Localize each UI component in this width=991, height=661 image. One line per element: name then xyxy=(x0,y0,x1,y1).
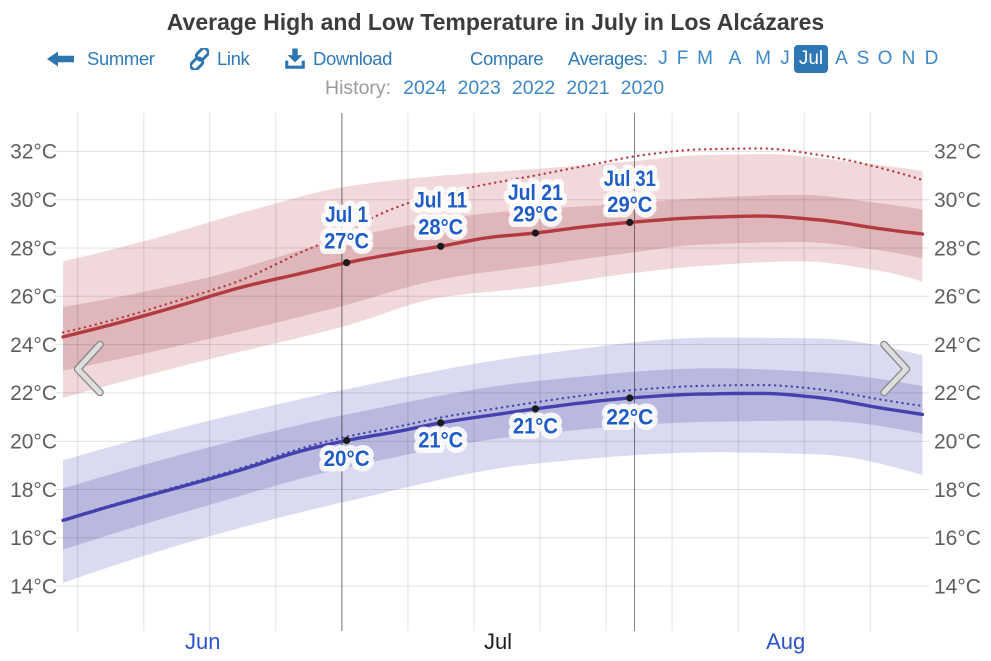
svg-text:Aug: Aug xyxy=(766,629,805,654)
svg-text:29°C: 29°C xyxy=(513,202,558,227)
svg-text:29°C: 29°C xyxy=(607,192,652,217)
svg-text:30°C: 30°C xyxy=(934,189,981,212)
svg-text:27°C: 27°C xyxy=(324,229,369,254)
svg-text:Jul 1: Jul 1 xyxy=(325,202,368,227)
svg-text:21°C: 21°C xyxy=(513,414,558,439)
svg-text:Jul 11: Jul 11 xyxy=(414,188,467,213)
svg-text:18°C: 18°C xyxy=(934,479,981,502)
svg-text:22°C: 22°C xyxy=(10,382,57,405)
svg-text:Jun: Jun xyxy=(185,629,220,654)
svg-text:32°C: 32°C xyxy=(934,141,981,164)
svg-text:32°C: 32°C xyxy=(10,141,57,164)
svg-text:26°C: 26°C xyxy=(934,286,981,309)
svg-text:Jul 21: Jul 21 xyxy=(508,180,563,205)
svg-text:22°C: 22°C xyxy=(606,405,653,430)
svg-text:Jul 31: Jul 31 xyxy=(604,166,656,191)
svg-text:22°C: 22°C xyxy=(606,405,653,430)
svg-text:Jul 21: Jul 21 xyxy=(508,180,563,205)
svg-text:28°C: 28°C xyxy=(10,237,57,260)
svg-text:Jul 1: Jul 1 xyxy=(325,202,368,227)
svg-text:18°C: 18°C xyxy=(10,479,57,502)
svg-text:27°C: 27°C xyxy=(324,229,369,254)
svg-text:28°C: 28°C xyxy=(418,215,463,240)
svg-text:20°C: 20°C xyxy=(324,446,370,471)
svg-text:21°C: 21°C xyxy=(513,414,558,439)
svg-text:21°C: 21°C xyxy=(418,428,463,453)
svg-text:20°C: 20°C xyxy=(10,431,57,454)
svg-text:16°C: 16°C xyxy=(934,527,981,550)
svg-text:14°C: 14°C xyxy=(934,575,981,598)
svg-text:24°C: 24°C xyxy=(934,334,981,357)
svg-text:29°C: 29°C xyxy=(513,202,558,227)
svg-text:29°C: 29°C xyxy=(607,192,652,217)
svg-text:28°C: 28°C xyxy=(418,215,463,240)
svg-text:20°C: 20°C xyxy=(324,446,370,471)
svg-text:28°C: 28°C xyxy=(934,237,981,260)
svg-text:26°C: 26°C xyxy=(10,286,57,309)
svg-text:14°C: 14°C xyxy=(10,575,57,598)
svg-text:Jul: Jul xyxy=(484,629,512,654)
svg-text:Jul 11: Jul 11 xyxy=(414,188,467,213)
svg-text:21°C: 21°C xyxy=(418,428,463,453)
svg-text:24°C: 24°C xyxy=(10,334,57,357)
svg-text:20°C: 20°C xyxy=(934,431,981,454)
svg-text:22°C: 22°C xyxy=(934,382,981,405)
svg-text:16°C: 16°C xyxy=(10,527,57,550)
svg-text:Jul 31: Jul 31 xyxy=(604,166,656,191)
svg-text:30°C: 30°C xyxy=(10,189,57,212)
